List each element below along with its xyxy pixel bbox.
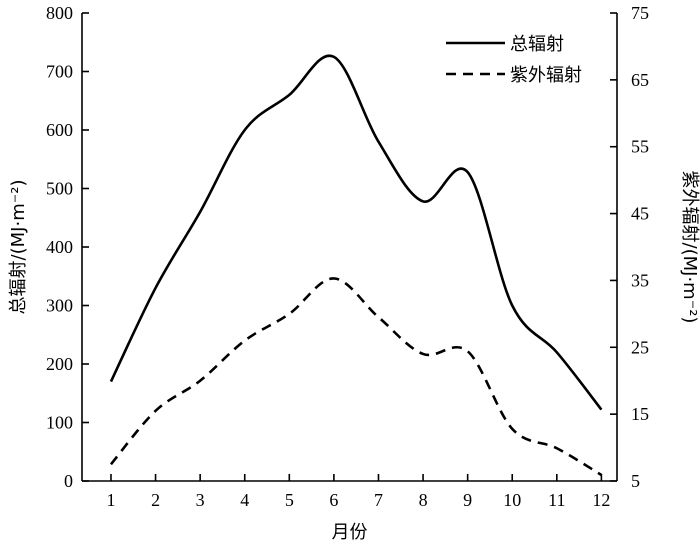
- right-y-tick-label: 55: [631, 137, 649, 157]
- left-y-axis-title: 总辐射/(MJ·m⁻²): [8, 180, 29, 315]
- x-tick-label: 4: [240, 490, 249, 510]
- x-axis-title: 月份: [332, 522, 368, 543]
- x-tick-label: 6: [329, 490, 338, 510]
- right-y-tick-label: 25: [631, 337, 649, 357]
- right-y-tick-label: 65: [631, 70, 649, 90]
- x-tick-label: 8: [419, 490, 428, 510]
- x-tick-label: 9: [463, 490, 472, 510]
- x-tick-label: 1: [106, 490, 115, 510]
- x-tick-label: 5: [285, 490, 294, 510]
- right-y-tick-label: 5: [631, 471, 640, 491]
- ticks-group: 0100200300400500600700800515253545556575…: [46, 3, 649, 510]
- x-tick-label: 12: [592, 490, 610, 510]
- right-y-tick-label: 15: [631, 404, 649, 424]
- left-y-tick-label: 0: [64, 471, 73, 491]
- x-tick-label: 11: [548, 490, 565, 510]
- series-line-total: [109, 54, 603, 411]
- series-line-uv: [109, 277, 603, 477]
- right-y-axis-title: 紫外辐射/(MJ·m⁻²): [679, 171, 700, 324]
- legend-label-total: 总辐射: [510, 34, 564, 55]
- right-y-tick-label: 75: [631, 3, 649, 23]
- right-y-tick-label: 45: [631, 204, 649, 224]
- x-tick-label: 2: [151, 490, 160, 510]
- left-y-tick-label: 100: [46, 413, 73, 433]
- left-y-tick-label: 400: [46, 237, 73, 257]
- left-y-tick-label: 300: [46, 296, 73, 316]
- x-tick-label: 3: [196, 490, 205, 510]
- left-y-tick-label: 600: [46, 120, 73, 140]
- left-y-tick-label: 700: [46, 62, 73, 82]
- x-tick-label: 10: [503, 490, 521, 510]
- x-tick-label: 7: [374, 490, 383, 510]
- left-y-tick-label: 500: [46, 179, 73, 199]
- legend-label-uv: 紫外辐射: [510, 65, 582, 86]
- left-y-tick-label: 800: [46, 3, 73, 23]
- series-group: [109, 54, 603, 477]
- legend: 总辐射 紫外辐射: [446, 34, 582, 86]
- left-y-tick-label: 200: [46, 354, 73, 374]
- right-y-tick-label: 35: [631, 270, 649, 290]
